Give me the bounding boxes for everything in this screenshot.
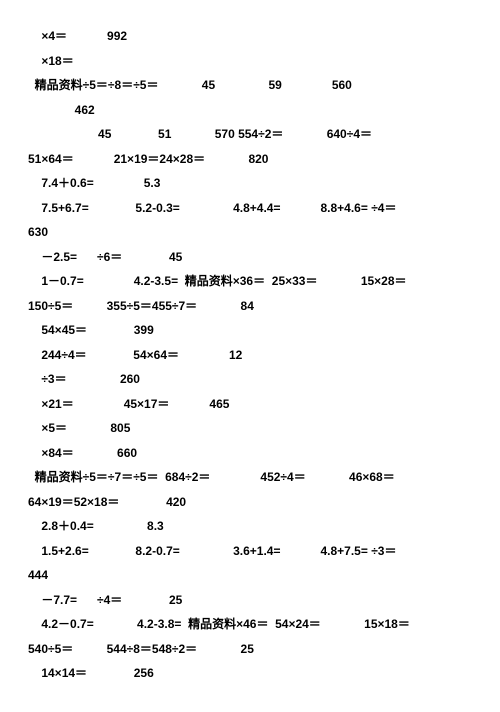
text-line: ×84＝ 660 [28,447,472,459]
text-line: 7.4＋0.6= 5.3 [28,177,472,189]
text-line: ×4＝ 992 [28,30,472,42]
text-line: 462 [28,104,472,116]
text-line: ×5＝ 805 [28,422,472,434]
text-line: 1－0.7= 4.2-3.5= 精品资料×36＝ 25×33＝ 15×28＝ [28,275,472,287]
text-line: ×21＝ 45×17＝ 465 [28,398,472,410]
text-line: 4.2－0.7= 4.2-3.8= 精品资料×46＝ 54×24＝ 15×18＝ [28,618,472,630]
document-page: ×4＝ 992 ×18＝ 精品资料÷5＝÷8＝÷5＝ 45 59 560 462… [0,0,500,712]
text-line: －2.5= ÷6＝ 45 [28,251,472,263]
text-line: 444 [28,569,472,581]
text-line: 51×64＝ 21×19＝24×28＝ 820 [28,153,472,165]
text-line: 244÷4＝ 54×64＝ 12 [28,349,472,361]
text-line: 64×19＝52×18＝ 420 [28,496,472,508]
text-line: 精品资料÷5＝÷7＝÷5＝ 684÷2＝ 452÷4＝ 46×68＝ [28,471,472,483]
text-line: 45 51 570 554÷2＝ 640÷4＝ [28,128,472,140]
text-line: 630 [28,226,472,238]
text-line: ×18＝ [28,55,472,67]
text-line: 14×14＝ 256 [28,667,472,679]
text-line: ÷3＝ 260 [28,373,472,385]
text-line: 540÷5＝ 544÷8＝548÷2＝ 25 [28,643,472,655]
text-line: 150÷5＝ 355÷5＝455÷7＝ 84 [28,300,472,312]
text-line: －7.7= ÷4＝ 25 [28,594,472,606]
text-line: 7.5+6.7= 5.2-0.3= 4.8+4.4= 8.8+4.6= ÷4＝ [28,202,472,214]
text-line: 1.5+2.6= 8.2-0.7= 3.6+1.4= 4.8+7.5= ÷3＝ [28,545,472,557]
text-line: 精品资料÷5＝÷8＝÷5＝ 45 59 560 [28,79,472,91]
text-line: 54×45＝ 399 [28,324,472,336]
text-line: 2.8＋0.4= 8.3 [28,520,472,532]
